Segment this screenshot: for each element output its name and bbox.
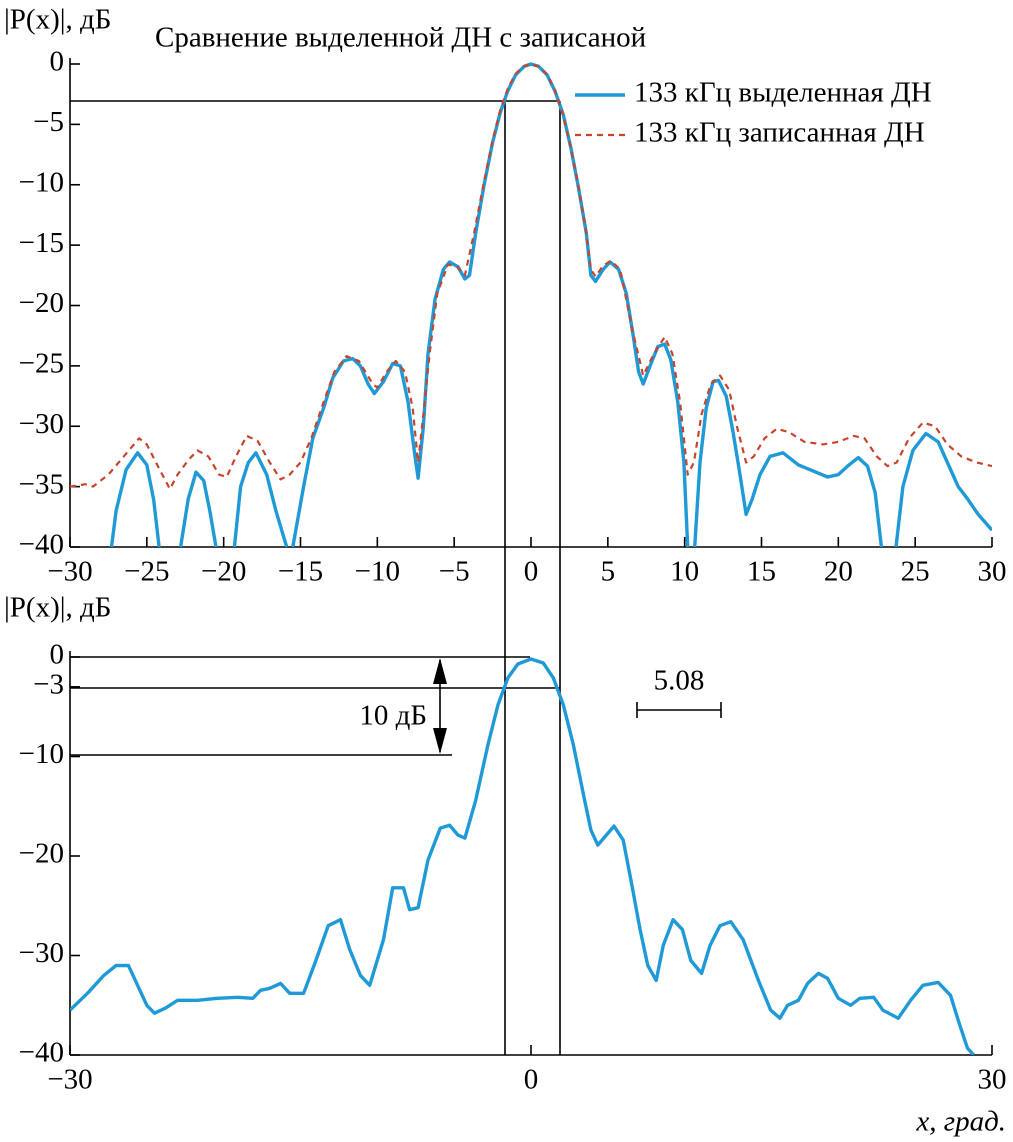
x-tick-label: 30 — [978, 1064, 1007, 1096]
x-tick-label: −15 — [278, 556, 323, 588]
x-axis-label: x, град. — [915, 1106, 1006, 1138]
legend-label: 133 кГц записанная ДН — [634, 117, 925, 149]
reference-lines — [70, 100, 722, 1055]
series-line — [70, 62, 992, 491]
x-tick-label: −30 — [47, 1064, 92, 1096]
y-tick-label: −30 — [19, 408, 64, 440]
y-tick-label: −30 — [19, 937, 64, 969]
series-line — [70, 657, 975, 1055]
y-tick-label: −10 — [19, 166, 64, 198]
x-tick-label: 15 — [747, 556, 776, 588]
x-tick-label: 5 — [601, 556, 616, 588]
x-tick-label: 25 — [901, 556, 930, 588]
y-tick-label: −15 — [19, 227, 64, 259]
y-tick-label: −40 — [19, 1037, 64, 1069]
y-tick-label: −5 — [33, 106, 64, 138]
arrow-head — [433, 658, 447, 754]
y-tick-label: −3 — [33, 669, 64, 701]
x-tick-label: 0 — [524, 556, 539, 588]
y-tick-label: 0 — [50, 46, 65, 78]
chart-title: Сравнение выделенной ДН с записаной — [155, 22, 646, 54]
x-tick-label: −25 — [124, 556, 169, 588]
y-tick-label: −25 — [19, 348, 64, 380]
x-tick-label: −30 — [47, 556, 92, 588]
x-tick-label: 20 — [824, 556, 853, 588]
x-tick-label: 0 — [524, 1064, 539, 1096]
y-axis-label: |P(x)|, дБ — [4, 592, 111, 624]
x-tick-label: 10 — [670, 556, 699, 588]
y-axis-label: |P(x)|, дБ — [4, 4, 111, 36]
x-tick-label: −5 — [439, 556, 470, 588]
y-tick-label: −20 — [19, 287, 64, 319]
annotation: 5.08 — [654, 665, 705, 697]
y-tick-label: −40 — [19, 529, 64, 561]
x-tick-label: −20 — [201, 556, 246, 588]
y-tick-label: −10 — [19, 738, 64, 770]
annotation: 10 дБ — [359, 700, 427, 732]
x-tick-label: 30 — [978, 556, 1007, 588]
y-tick-label: −20 — [19, 838, 64, 870]
y-tick-label: −35 — [19, 468, 64, 500]
plot-lines — [70, 657, 975, 1055]
plot-lines — [70, 62, 992, 547]
legend-label: 133 кГц выделенная ДН — [634, 77, 932, 109]
x-tick-label: −10 — [355, 556, 400, 588]
y-tick-label: 0 — [50, 639, 65, 671]
